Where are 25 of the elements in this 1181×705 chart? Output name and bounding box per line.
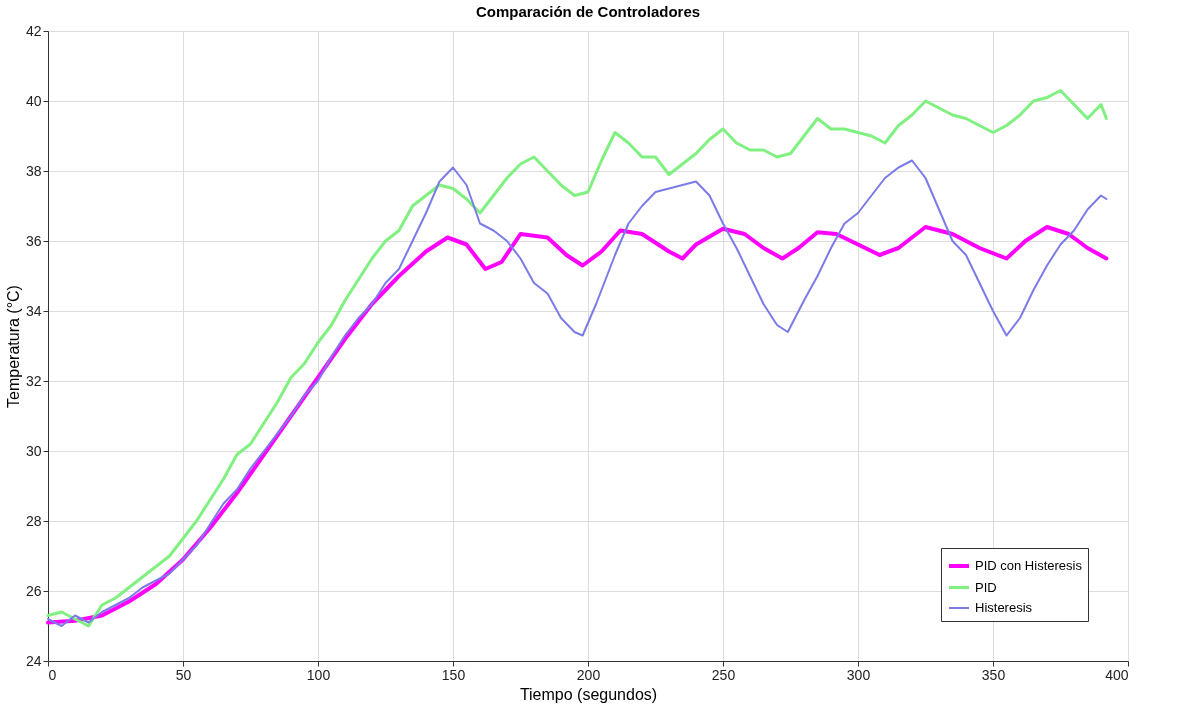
x-tick-label: 150 (441, 666, 466, 683)
y-tick-label: 38 (25, 162, 42, 179)
y-axis-title: Temperatura (°C) (4, 285, 22, 408)
x-tick-label: 50 (175, 666, 192, 683)
x-axis-title: Tiempo (segundos) (519, 685, 658, 703)
legend-label: Histeresis (975, 600, 1033, 615)
x-tick-label: 200 (576, 666, 601, 683)
legend-label: PID (975, 579, 997, 595)
y-tick-label: 40 (25, 92, 42, 109)
y-tick-label: 34 (25, 302, 42, 319)
x-tick-label: 300 (846, 666, 871, 683)
y-tick-label: 36 (25, 232, 42, 249)
y-tick-label: 30 (25, 442, 42, 459)
x-tick-label: 100 (306, 666, 331, 683)
legend-label: PID con Histeresis (975, 558, 1083, 573)
x-tick-label: 400 (1105, 666, 1129, 683)
y-tick-label: 42 (25, 22, 42, 39)
x-tick-label: 0 (48, 666, 57, 683)
y-tick-label: 26 (25, 582, 42, 599)
x-tick-label: 350 (981, 666, 1006, 683)
y-tick-label: 28 (25, 512, 42, 529)
y-tick-label: 24 (25, 652, 42, 669)
x-tick-label: 250 (711, 666, 736, 683)
chart-title: Comparación de Controladores (475, 3, 701, 20)
y-tick-label: 32 (25, 372, 42, 389)
